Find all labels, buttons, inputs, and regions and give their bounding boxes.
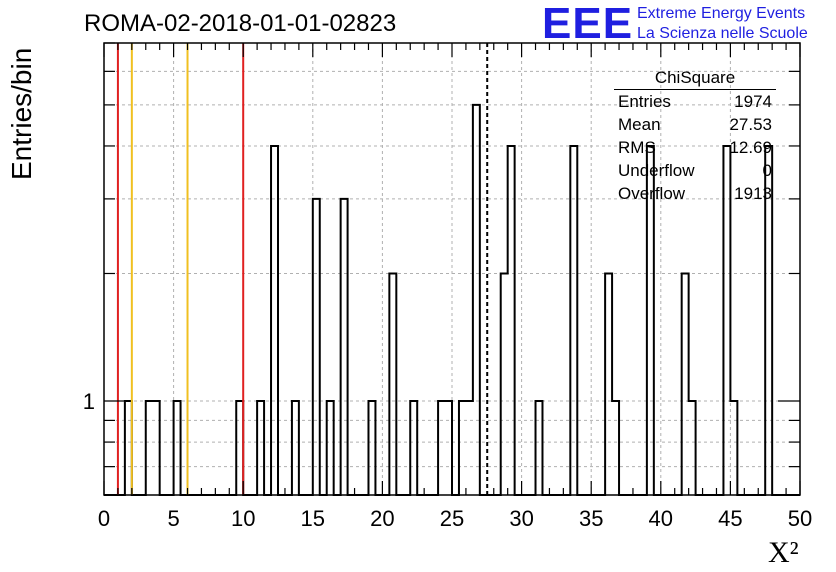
x-tick-label: 10 bbox=[231, 506, 255, 531]
stats-row-mean: Mean 27.53 bbox=[612, 113, 776, 136]
stats-value: 1913 bbox=[734, 184, 772, 203]
stats-value: 1974 bbox=[734, 92, 772, 111]
stats-label: RMS bbox=[618, 138, 656, 157]
histogram-bin bbox=[438, 401, 445, 495]
stats-row-rms: RMS 12.69 bbox=[612, 136, 776, 159]
x-tick-label: 45 bbox=[718, 506, 742, 531]
stats-label: Overflow bbox=[618, 184, 686, 203]
plot-title: ROMA-02-2018-01-01-02823 bbox=[84, 10, 397, 37]
histogram-bin bbox=[236, 401, 243, 495]
histogram-bin bbox=[257, 401, 264, 495]
histogram-bin bbox=[570, 146, 577, 495]
histogram-bin bbox=[508, 146, 515, 495]
stats-value: 12.69 bbox=[729, 138, 772, 157]
histogram-bin bbox=[368, 401, 375, 495]
x-tick-label: 25 bbox=[440, 506, 464, 531]
y-tick-label: 1 bbox=[83, 389, 95, 414]
stats-row-entries: Entries 1974 bbox=[612, 90, 776, 113]
logo-caption-line2: La Scienza nelle Scuole bbox=[637, 25, 808, 42]
x-tick-label: 15 bbox=[301, 506, 325, 531]
histogram-bin bbox=[125, 401, 132, 495]
histogram-bin bbox=[466, 401, 473, 495]
stats-label: Entries bbox=[618, 92, 671, 111]
histogram-bin bbox=[153, 401, 160, 495]
logo-caption: Extreme Energy Events La Scienza nelle S… bbox=[637, 4, 808, 44]
x-tick-label: 20 bbox=[370, 506, 394, 531]
x-tick-label: 0 bbox=[98, 506, 110, 531]
histogram-bin bbox=[271, 146, 278, 495]
logo-caption-line1: Extreme Energy Events bbox=[637, 5, 806, 22]
x-tick-label: 50 bbox=[788, 506, 812, 531]
histogram-bin bbox=[327, 401, 334, 495]
histogram-bin bbox=[730, 401, 737, 495]
histogram-bin bbox=[341, 199, 348, 495]
histogram-bin bbox=[689, 401, 696, 495]
histogram-bin bbox=[605, 273, 612, 495]
histogram-bin bbox=[389, 273, 396, 495]
histogram-bin bbox=[473, 105, 480, 495]
x-axis-label: X² bbox=[768, 536, 799, 570]
x-tick-label: 40 bbox=[649, 506, 673, 531]
histogram-bin bbox=[682, 273, 689, 495]
histogram-bin bbox=[174, 401, 181, 495]
y-axis-label: Entries/bin bbox=[6, 47, 37, 180]
stats-row-underflow: Underflow 0 bbox=[612, 159, 776, 182]
stats-name: ChiSquare bbox=[614, 68, 776, 90]
histogram-bin bbox=[146, 401, 153, 495]
histogram-bin bbox=[612, 401, 619, 495]
histogram-bin bbox=[501, 273, 508, 495]
histogram-bin bbox=[536, 401, 543, 495]
histogram-bin bbox=[313, 199, 320, 495]
stats-value: 0 bbox=[762, 161, 772, 180]
stats-label: Mean bbox=[618, 115, 661, 134]
histogram-bin bbox=[445, 401, 452, 495]
x-axis-label-text: X² bbox=[768, 536, 799, 569]
histogram-bin bbox=[292, 401, 299, 495]
histogram-bin bbox=[459, 401, 466, 495]
histogram-bin bbox=[410, 401, 417, 495]
x-tick-label: 30 bbox=[509, 506, 533, 531]
eee-logo: EEE bbox=[542, 0, 634, 48]
x-tick-label: 35 bbox=[579, 506, 603, 531]
stats-row-overflow: Overflow 1913 bbox=[612, 182, 776, 205]
stats-value: 27.53 bbox=[729, 115, 772, 134]
x-tick-label: 5 bbox=[167, 506, 179, 531]
stats-box: ChiSquare Entries 1974 Mean 27.53 RMS 12… bbox=[612, 68, 776, 205]
stats-label: Underflow bbox=[618, 161, 695, 180]
